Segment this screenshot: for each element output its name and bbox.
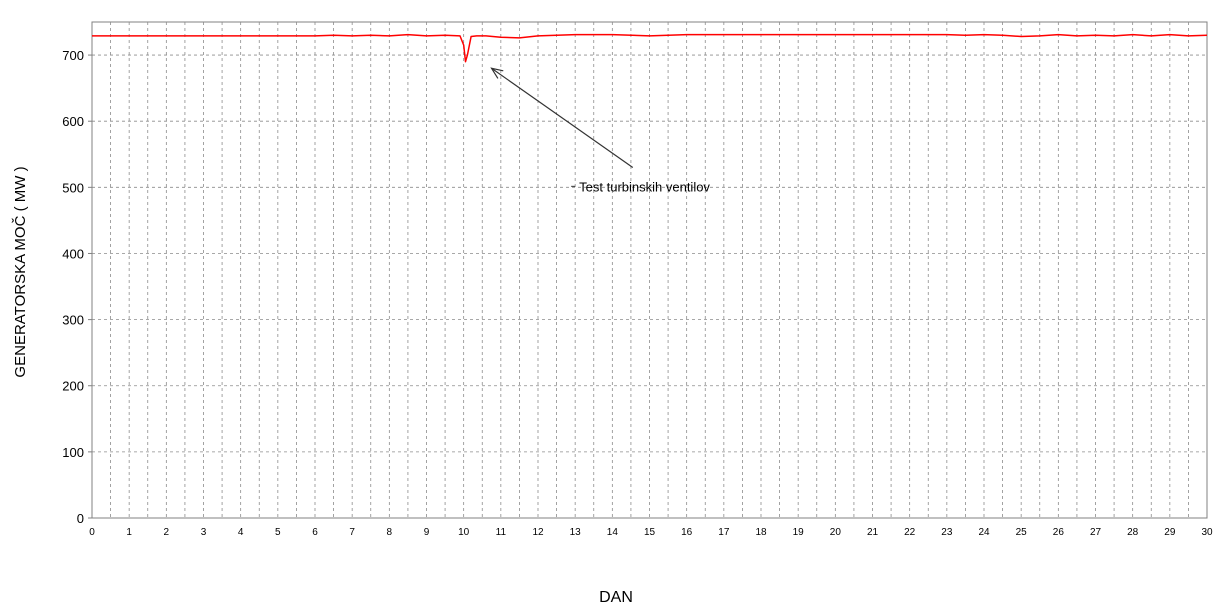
x-tick-label: 24 [978, 527, 990, 538]
y-tick-label: 200 [62, 379, 84, 394]
x-tick-label: 19 [793, 527, 805, 538]
axes [91, 22, 1207, 519]
x-tick-label: 26 [1053, 527, 1065, 538]
annotation-arrowhead [490, 67, 504, 79]
x-tick-label: 22 [904, 527, 916, 538]
x-tick-label: 1 [126, 527, 132, 538]
y-tick-label: 600 [62, 114, 84, 129]
series-layer [92, 33, 1208, 63]
x-tick-label: 8 [387, 527, 393, 538]
x-tick-label: 10 [458, 527, 470, 538]
x-tick-label: 0 [89, 527, 95, 538]
x-tick-label: 5 [275, 527, 281, 538]
x-tick-label: 4 [238, 527, 244, 538]
y-tick-label: 100 [62, 445, 84, 460]
y-tick-label: 300 [62, 313, 84, 328]
y-axis-title: GENERATORSKA MOČ ( MW ) [12, 166, 29, 377]
x-tick-label: 3 [201, 527, 207, 538]
x-tick-label: 16 [681, 527, 693, 538]
y-tick-label: 400 [62, 246, 84, 261]
annotation-text: Test turbinskih ventilov [579, 179, 710, 194]
x-tick-label: 9 [424, 527, 430, 538]
x-tick-label: 14 [607, 527, 619, 538]
x-tick-label: 30 [1201, 527, 1213, 538]
x-tick-label: 27 [1090, 527, 1102, 538]
x-tick-label: 21 [867, 527, 879, 538]
x-tick-label: 13 [570, 527, 582, 538]
x-tick-label: 17 [718, 527, 730, 538]
x-tick-label: 12 [532, 527, 544, 538]
y-tick-label: 700 [62, 48, 84, 63]
x-tick-label: 6 [312, 527, 318, 538]
grid-lines [92, 22, 1207, 518]
x-tick-label: 2 [164, 527, 170, 538]
y-tick-label: 500 [62, 180, 84, 195]
series-line [92, 33, 1208, 63]
annotation-arrow [491, 67, 634, 168]
x-axis-title: DAN [599, 589, 633, 606]
annotation-layer: Test turbinskih ventilov [490, 67, 710, 194]
x-tick-label: 11 [496, 527, 507, 538]
x-tick-label: 18 [755, 527, 767, 538]
x-tick-label: 23 [941, 527, 953, 538]
x-tick-label: 15 [644, 527, 656, 538]
x-tick-label: 28 [1127, 527, 1139, 538]
x-tick-label: 25 [1016, 527, 1028, 538]
x-tick-label: 29 [1164, 527, 1176, 538]
x-tick-label: 7 [349, 527, 355, 538]
y-tick-label: 0 [77, 511, 84, 526]
x-tick-label: 20 [830, 527, 842, 538]
